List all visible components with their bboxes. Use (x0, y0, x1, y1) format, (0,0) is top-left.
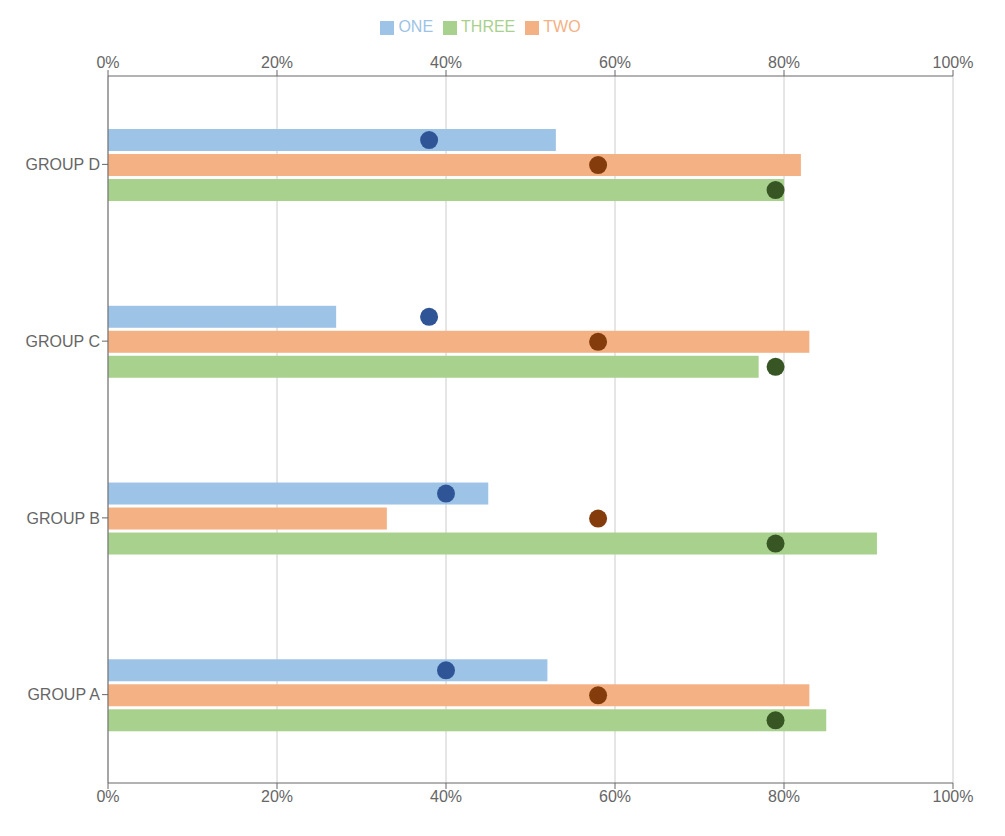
html-text:TWO: TWO (543, 18, 581, 35)
svg-text:80%: 80% (768, 54, 800, 71)
svg-text:GROUP C: GROUP C (26, 333, 100, 350)
svg-text:GROUP B: GROUP B (27, 510, 101, 527)
svg-text:0%: 0% (96, 788, 119, 805)
html-text:THREE: THREE (461, 18, 516, 35)
svg-text:80%: 80% (768, 788, 800, 805)
svg-text:60%: 60% (599, 788, 631, 805)
svg-text:60%: 60% (599, 54, 631, 71)
html-text:ONE: ONE (398, 18, 433, 35)
svg-text:20%: 20% (261, 788, 293, 805)
svg-text:40%: 40% (430, 788, 462, 805)
svg-text:40%: 40% (430, 54, 462, 71)
svg-text:100%: 100% (933, 788, 974, 805)
svg-text:20%: 20% (261, 54, 293, 71)
svg-text:GROUP A: GROUP A (27, 686, 100, 703)
svg-text:GROUP D: GROUP D (26, 156, 100, 173)
svg-text:100%: 100% (933, 54, 974, 71)
svg-text:0%: 0% (96, 54, 119, 71)
